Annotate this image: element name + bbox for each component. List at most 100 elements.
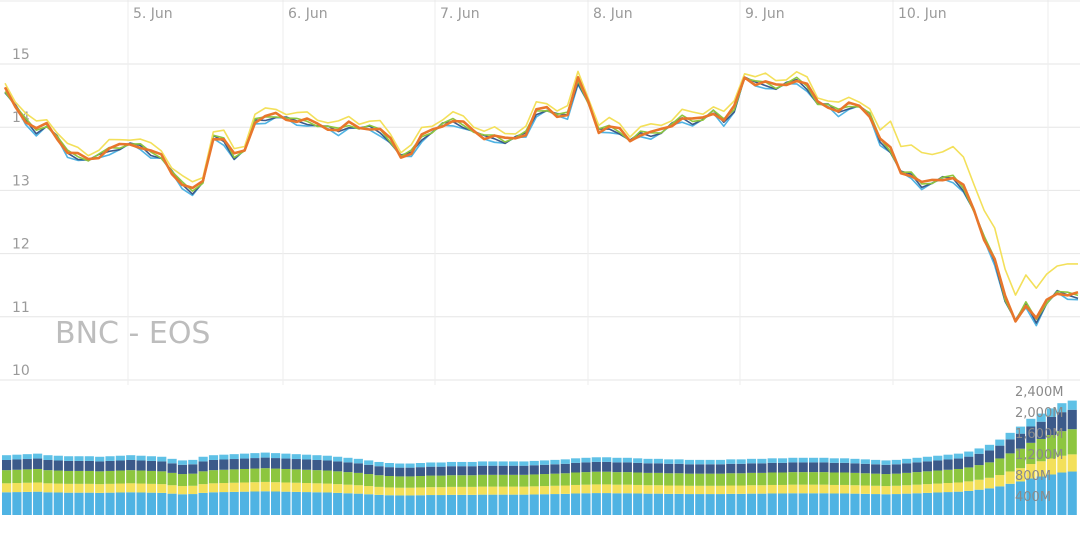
volume-bar: [850, 458, 860, 464]
volume-bar: [488, 461, 498, 466]
volume-bar: [364, 494, 374, 515]
volume-bar: [715, 464, 726, 474]
volume-bar: [53, 470, 63, 484]
volume-bar: [384, 463, 394, 468]
volume-bar: [43, 492, 53, 515]
volume-bar: [664, 493, 674, 515]
volume-bar: [353, 485, 363, 494]
volume-bar: [436, 475, 446, 488]
volume-bar: [1057, 455, 1067, 473]
volume-bar: [260, 481, 270, 492]
volume-bar: [550, 494, 560, 515]
volume-bar: [395, 487, 405, 496]
volume-bar: [136, 460, 146, 471]
volume-bar: [64, 483, 74, 493]
volume-bar: [22, 454, 32, 460]
volume-bar: [571, 493, 581, 515]
volume-bar: [157, 456, 167, 462]
volume-bar: [746, 485, 757, 494]
volume-bar: [167, 458, 177, 464]
volume-bar: [405, 476, 415, 488]
volume-bar: [1036, 413, 1046, 422]
volume-bar: [746, 463, 757, 473]
volume-bar: [767, 493, 777, 515]
volume-bar: [126, 455, 136, 460]
volume-bar: [84, 456, 94, 461]
volume-bar: [922, 456, 932, 462]
volume-bar: [395, 476, 405, 488]
volume-bar: [529, 460, 539, 466]
volume-bar: [891, 485, 901, 495]
y-tick-label: 11: [12, 300, 30, 316]
volume-bar: [477, 474, 488, 487]
volume-bar: [405, 463, 415, 468]
volume-bar: [746, 472, 757, 486]
volume-bar: [53, 455, 63, 461]
volume-bar: [64, 470, 74, 484]
volume-bar: [1005, 432, 1015, 440]
volume-bar: [953, 458, 963, 469]
volume-bar: [84, 470, 94, 484]
volume-bar: [146, 492, 156, 515]
volume-bar: [157, 484, 167, 493]
volume-bar: [757, 485, 767, 494]
volume-bar: [540, 464, 550, 475]
volume-bar: [1046, 474, 1057, 515]
volume-bar: [426, 487, 436, 496]
volume-bar: [1005, 439, 1015, 454]
volume-bar: [912, 493, 922, 515]
volume-bar: [912, 462, 922, 473]
volume-bar: [488, 465, 498, 475]
volume-bar: [995, 475, 1005, 487]
volume-bar: [933, 483, 943, 493]
volume-bar: [467, 486, 477, 495]
volume-bar: [974, 489, 984, 515]
volume-bar: [405, 467, 415, 477]
volume-bar: [829, 493, 839, 515]
volume-bar: [912, 472, 922, 485]
volume-bar: [581, 493, 591, 515]
volume-bar: [22, 491, 32, 515]
volume-bar: [726, 473, 736, 486]
volume-bar: [229, 454, 239, 460]
volume-bar: [126, 459, 136, 471]
volume-bar: [250, 491, 260, 515]
volume-bar: [829, 458, 839, 463]
volume-bar: [622, 462, 632, 473]
volume-bar: [550, 473, 560, 486]
volume-bar: [322, 483, 332, 493]
volume-bar: [633, 484, 643, 494]
volume-bar: [871, 494, 881, 515]
volume-bar: [364, 474, 374, 487]
volume-bar: [591, 484, 601, 494]
x-tick-label: 9. Jun: [745, 6, 785, 22]
volume-bar: [726, 459, 736, 464]
volume-bar: [374, 494, 384, 515]
volume-bar: [643, 472, 653, 486]
volume-bar: [364, 464, 374, 475]
volume-bar: [22, 469, 32, 483]
volume-bar: [922, 484, 932, 493]
volume-bar: [746, 493, 757, 515]
volume-bar: [1057, 403, 1067, 413]
volume-bar: [736, 459, 746, 464]
volume-bar: [705, 464, 715, 474]
volume-bar: [881, 474, 891, 487]
volume-bar: [602, 457, 612, 462]
volume-bar: [239, 468, 250, 483]
volume-bar: [405, 487, 415, 496]
volume-bar: [12, 454, 22, 460]
volume-bar: [653, 458, 663, 464]
volume-bar: [105, 483, 115, 493]
volume-bar: [674, 485, 684, 494]
volume-bar: [477, 461, 488, 466]
volume-bar: [115, 483, 125, 493]
volume-bar: [695, 473, 705, 486]
volume-bar: [715, 494, 726, 515]
volume-bar: [871, 459, 881, 465]
volume-bar: [250, 482, 260, 492]
volume-bar: [643, 458, 653, 464]
volume-bar: [498, 486, 508, 495]
volume-bar: [95, 492, 105, 515]
volume-bar: [53, 460, 63, 471]
